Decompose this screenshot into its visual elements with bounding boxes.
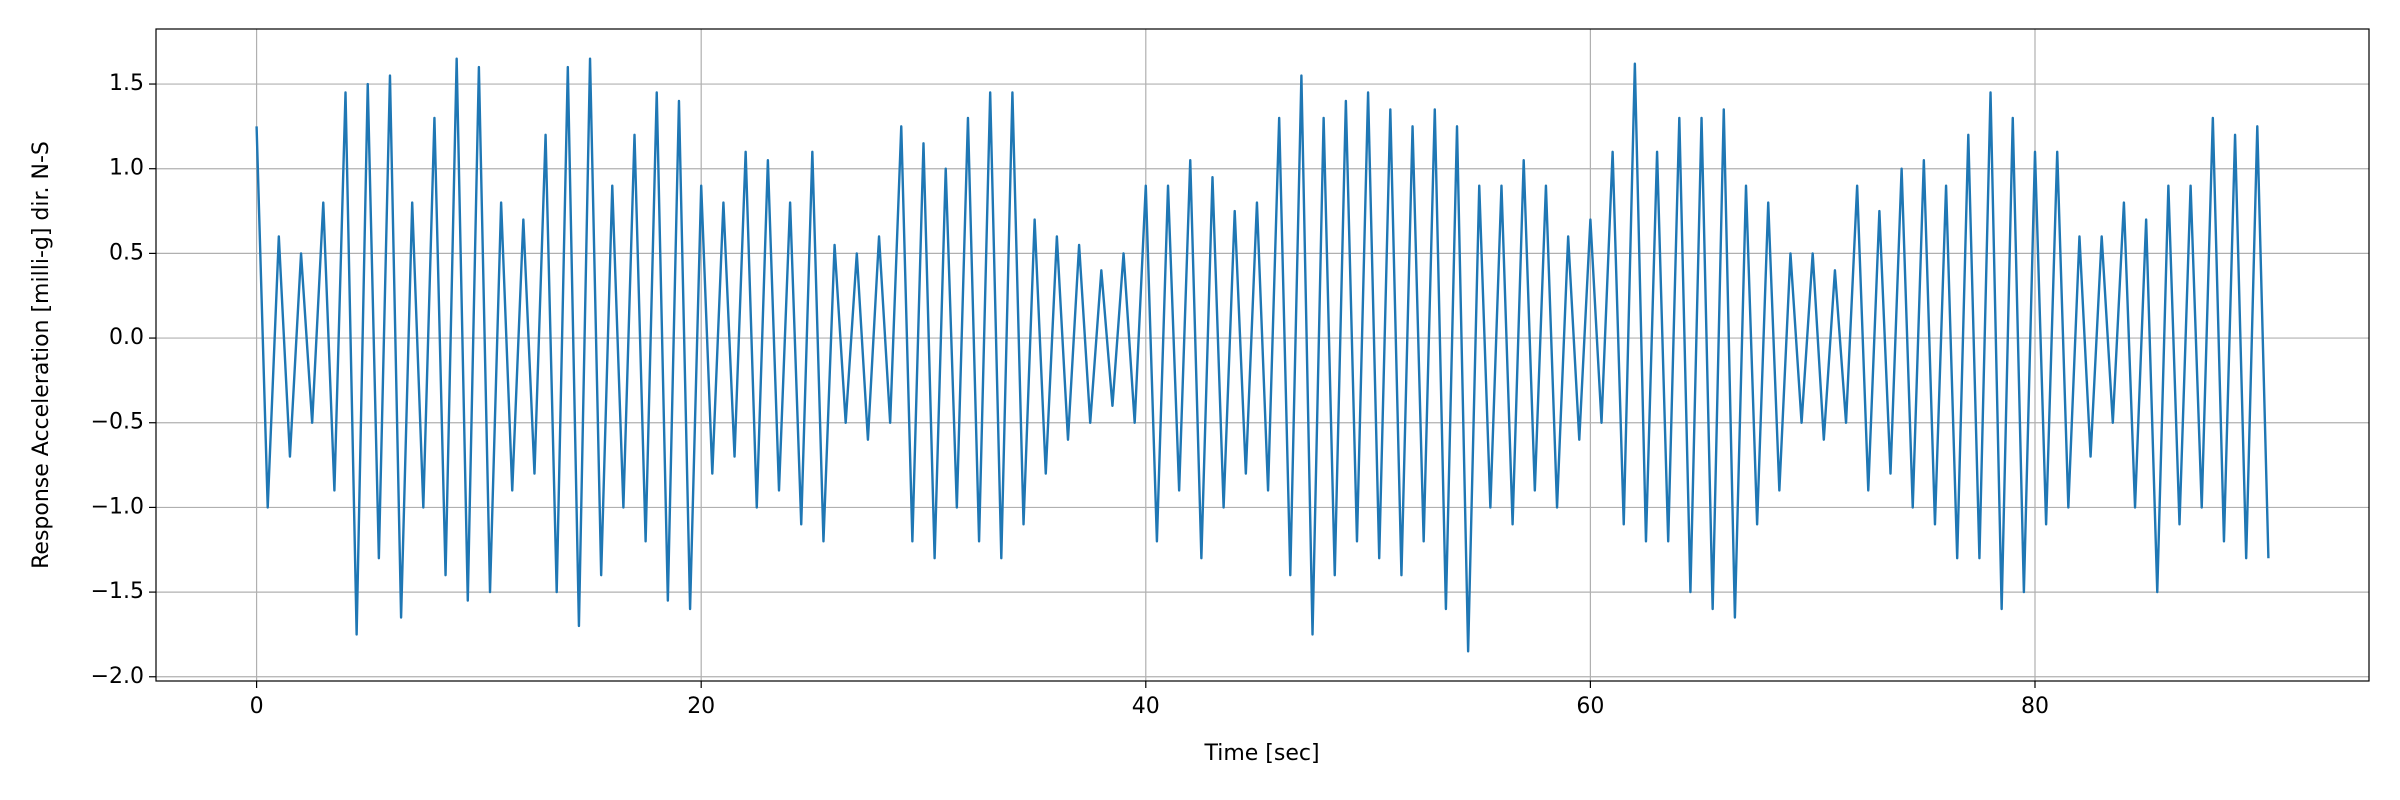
y-tick-label: 0.5 bbox=[109, 240, 144, 265]
y-tick-label: −1.0 bbox=[91, 494, 144, 519]
y-tick-label: −0.5 bbox=[91, 410, 144, 435]
y-tick-label: 0.0 bbox=[109, 325, 144, 350]
x-tick-label: 0 bbox=[250, 694, 264, 719]
y-axis-label: Response Acceleration [milli-g] dir. N-S bbox=[29, 141, 54, 569]
x-tick-label: 80 bbox=[2021, 694, 2049, 719]
y-tick-label: 1.0 bbox=[109, 156, 144, 181]
x-tick-label: 20 bbox=[687, 694, 715, 719]
y-tick-label: 1.5 bbox=[109, 71, 144, 96]
x-tick-label: 40 bbox=[1132, 694, 1160, 719]
plot-frame bbox=[155, 28, 2370, 682]
signal-line bbox=[255, 57, 2270, 653]
y-tick-label: −1.5 bbox=[91, 579, 144, 604]
x-axis-label: Time [sec] bbox=[1203, 741, 1319, 766]
x-tick-label: 60 bbox=[1576, 694, 1604, 719]
y-tick-label: −2.0 bbox=[91, 664, 144, 689]
